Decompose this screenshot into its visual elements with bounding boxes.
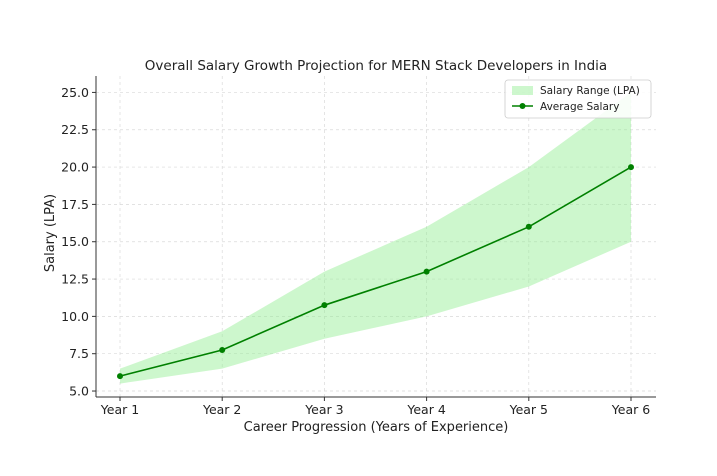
legend-swatch-range (512, 86, 533, 95)
legend-swatch-average-marker (519, 103, 526, 109)
x-tick-label: Year 6 (611, 402, 650, 417)
average-salary-point (219, 346, 226, 353)
average-salary-point (628, 164, 634, 171)
average-salary-point (423, 268, 430, 275)
y-tick-label: 25.0 (61, 85, 89, 100)
y-tick-label: 10.0 (61, 309, 89, 324)
legend: Salary Range (LPA) Average Salary (504, 79, 652, 119)
chart-title: Overall Salary Growth Projection for MER… (145, 58, 607, 74)
x-tick-label: Year 2 (202, 402, 241, 417)
y-tick-label: 22.5 (61, 122, 89, 137)
legend-box (504, 79, 652, 119)
x-tick-label: Year 1 (100, 402, 139, 417)
y-tick-label: 20.0 (61, 160, 89, 175)
average-salary-point (321, 302, 328, 309)
y-tick-label: 5.0 (69, 384, 89, 399)
salary-range-area (120, 92, 631, 384)
average-salary-line (119, 166, 632, 377)
average-salary-points (117, 164, 634, 380)
x-tick-label: Year 5 (509, 402, 548, 417)
y-tick-label: 17.5 (61, 197, 89, 212)
legend-label-average: Average Salary (540, 101, 619, 113)
y-tick-label: 7.5 (69, 346, 89, 361)
x-tick-label: Year 3 (304, 402, 343, 417)
x-tick-label: Year 4 (406, 402, 445, 417)
average-salary-point (117, 373, 123, 380)
y-tick-label: 12.5 (61, 272, 89, 287)
x-axis-label: Career Progression (Years of Experience) (244, 420, 509, 435)
y-tick-label: 15.0 (61, 234, 89, 249)
average-salary-point (525, 223, 532, 230)
y-tick-labels: 5.0 7.5 10.0 12.5 15.0 17.5 20.0 22.5 25.0 (61, 85, 96, 399)
x-tick-labels: Year 1 Year 2 Year 3 Year 4 Year 5 Year 6 (100, 397, 650, 417)
y-axis-label: Salary (LPA) (43, 194, 58, 272)
legend-label-range: Salary Range (LPA) (540, 85, 640, 97)
